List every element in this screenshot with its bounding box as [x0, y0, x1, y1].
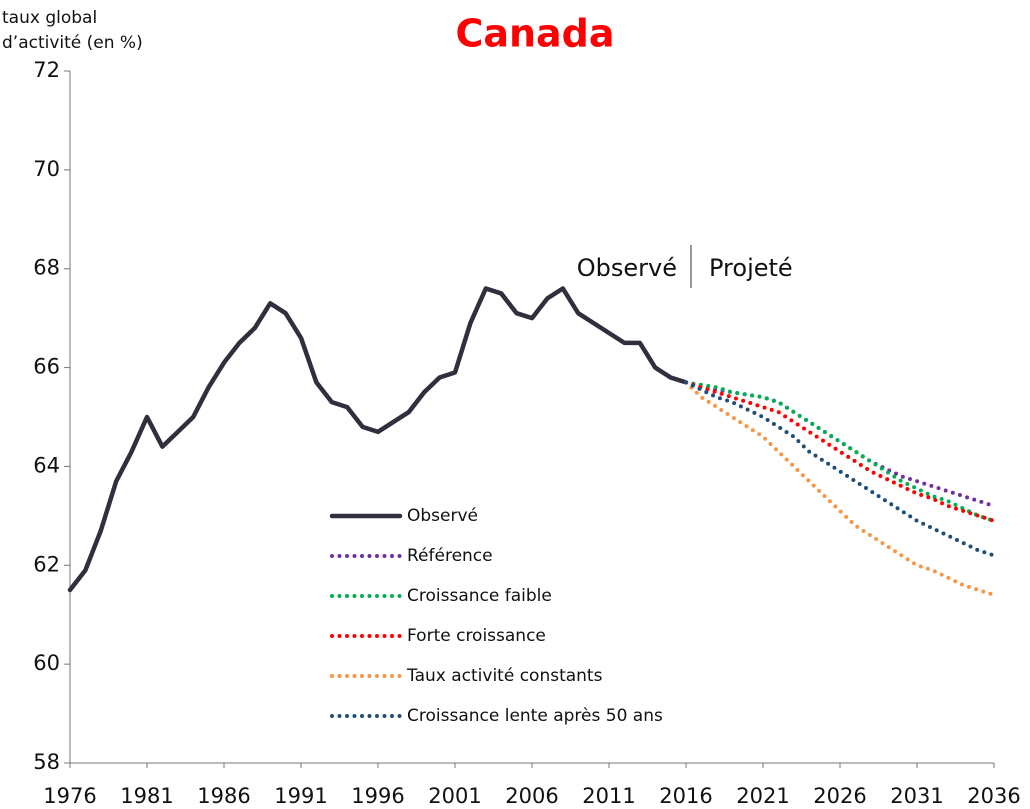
x-tick-label: 2031 [890, 784, 943, 808]
legend-label: Référence [407, 546, 493, 566]
y-tick-label: 64 [33, 453, 60, 477]
series-line [684, 380, 996, 523]
x-tick-label: 2006 [505, 784, 558, 808]
y-tick-label: 62 [33, 552, 60, 576]
y-tick-label: 68 [33, 256, 60, 280]
y-tick-label: 72 [33, 58, 60, 82]
legend-label: Forte croissance [407, 626, 546, 646]
legend-label: Observé [407, 506, 478, 526]
legend-label: Croissance faible [407, 586, 552, 606]
series-line [67, 286, 689, 593]
x-tick-label: 2026 [813, 784, 866, 808]
y-axis-label: taux global [2, 8, 97, 28]
series-line [684, 380, 996, 558]
series-line [684, 380, 996, 508]
y-axis-label: d’activité (en %) [2, 33, 143, 53]
x-tick-label: 1991 [274, 784, 327, 808]
x-tick-label: 2021 [736, 784, 789, 808]
x-tick-label: 1981 [120, 784, 173, 808]
x-tick-label: 2001 [428, 784, 481, 808]
legend-label: Croissance lente après 50 ans [407, 706, 663, 726]
x-tick-label: 2011 [582, 784, 635, 808]
x-tick-label: 1996 [351, 784, 404, 808]
legend-label: Taux activité constants [406, 666, 603, 686]
chart-title: Canada [455, 12, 614, 56]
series-line [684, 380, 996, 523]
annotation: Observé [577, 254, 677, 282]
y-tick-label: 60 [33, 651, 60, 675]
series-line [684, 380, 996, 597]
x-tick-label: 1986 [197, 784, 250, 808]
annotation: Projeté [709, 254, 793, 282]
y-tick-label: 58 [33, 750, 60, 774]
y-tick-label: 66 [33, 355, 60, 379]
x-tick-label: 2036 [967, 784, 1020, 808]
y-tick-label: 70 [33, 157, 60, 181]
x-tick-label: 1976 [43, 784, 96, 808]
x-tick-label: 2016 [659, 784, 712, 808]
